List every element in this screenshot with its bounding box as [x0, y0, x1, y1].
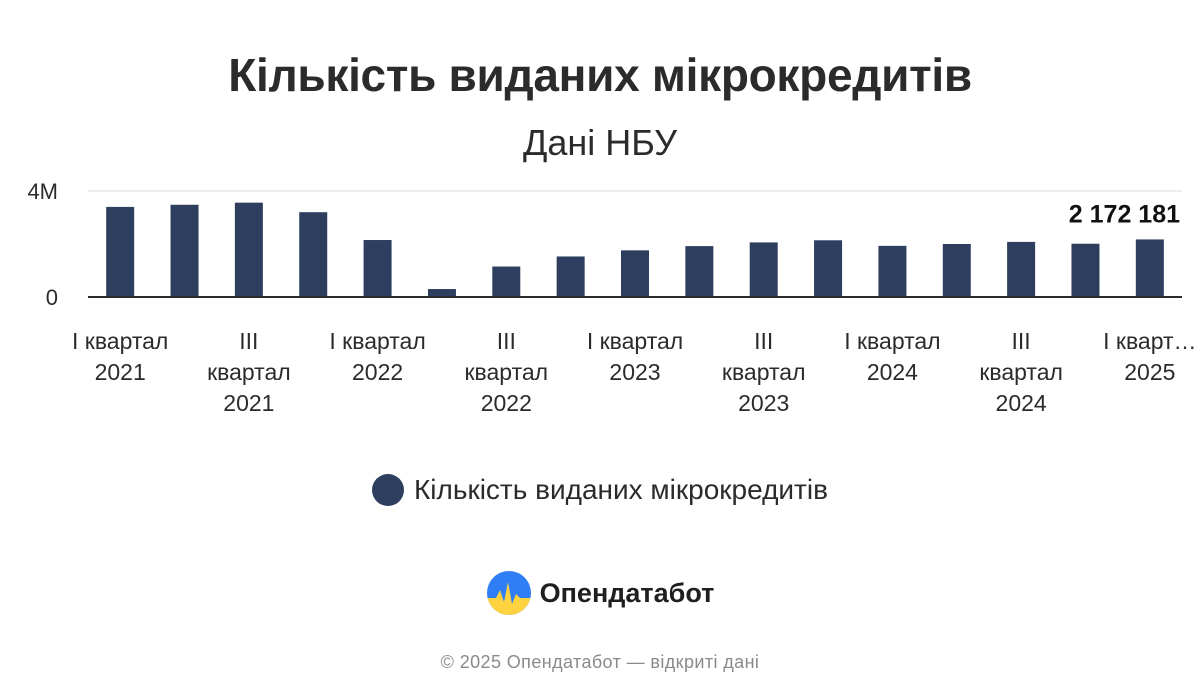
x-tick-label: 2021 — [223, 390, 274, 416]
x-tick-label: I квартал — [72, 328, 168, 354]
x-tick-label: I квартал — [587, 328, 683, 354]
bar-chart: 0 4M I квартал 2021 III квартал 2021 I квартал 2… — [27, 179, 1196, 416]
bar — [1007, 241, 1036, 297]
x-tick-label: 2022 — [352, 359, 403, 385]
x-tick-label: квартал — [464, 359, 548, 385]
bar — [492, 266, 521, 297]
x-tick-label: I квартал — [844, 328, 940, 354]
legend-swatch — [372, 474, 404, 506]
x-tick-label: 2023 — [738, 390, 789, 416]
bar — [427, 289, 456, 297]
bar — [621, 250, 649, 297]
chart-legend[interactable]: Кількість виданих мікрокредитів — [0, 474, 1200, 506]
y-tick-label: 4M — [27, 179, 58, 204]
bar — [878, 245, 907, 297]
bar — [106, 206, 135, 297]
x-tick-label: III — [239, 328, 258, 354]
x-tick-label: 2024 — [867, 359, 918, 385]
chart-title: Кількість виданих мікрокредитів — [228, 49, 972, 101]
x-tick-label: III — [754, 328, 773, 354]
x-tick-label: 2021 — [95, 359, 146, 385]
data-label: 2 172 181 — [1069, 200, 1180, 228]
bar — [942, 244, 971, 297]
x-tick-label: III — [1012, 328, 1031, 354]
bar — [685, 246, 714, 297]
x-tick-label: квартал — [207, 359, 291, 385]
bar — [814, 240, 843, 297]
bar — [749, 242, 778, 297]
bar — [170, 204, 199, 297]
bar — [1071, 243, 1100, 297]
brand-name: Опендатабот — [539, 577, 715, 608]
y-tick-label: 0 — [46, 285, 58, 310]
x-tick-label: I кварт… — [1103, 328, 1196, 354]
x-tick-label: 2025 — [1124, 359, 1175, 385]
x-tick-label: I квартал — [329, 328, 425, 354]
legend-label: Кількість виданих мікрокредитів — [414, 474, 828, 505]
x-tick-label: 2024 — [996, 390, 1047, 416]
bar — [556, 256, 585, 297]
x-tick-label: 2023 — [609, 359, 660, 385]
x-tick-label: III — [497, 328, 516, 354]
bar — [234, 202, 263, 297]
bar — [299, 212, 328, 297]
brand: Опендатабот — [0, 570, 1200, 616]
bar — [363, 240, 392, 297]
footer-copyright: © 2025 Опендатабот — відкриті дані — [440, 652, 760, 672]
opendatabot-logo-icon — [486, 571, 531, 615]
chart-subtitle: Дані НБУ — [523, 122, 677, 163]
x-tick-label: квартал — [722, 359, 806, 385]
x-tick-label: квартал — [979, 359, 1063, 385]
bar — [1135, 239, 1164, 297]
x-tick-label: 2022 — [481, 390, 532, 416]
